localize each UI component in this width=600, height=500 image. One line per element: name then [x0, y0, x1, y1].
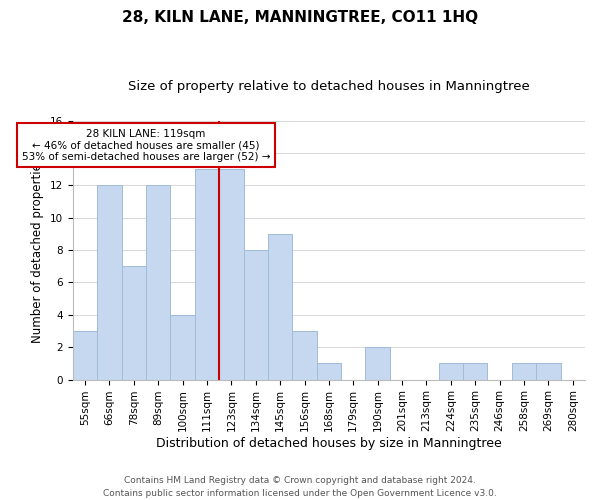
Bar — [122, 266, 146, 380]
Text: Contains HM Land Registry data © Crown copyright and database right 2024.
Contai: Contains HM Land Registry data © Crown c… — [103, 476, 497, 498]
Title: Size of property relative to detached houses in Manningtree: Size of property relative to detached ho… — [128, 80, 530, 93]
Bar — [536, 364, 560, 380]
Y-axis label: Number of detached properties: Number of detached properties — [31, 157, 44, 343]
X-axis label: Distribution of detached houses by size in Manningtree: Distribution of detached houses by size … — [156, 437, 502, 450]
Bar — [317, 364, 341, 380]
Bar — [195, 169, 219, 380]
Bar — [170, 315, 195, 380]
Text: 28 KILN LANE: 119sqm
← 46% of detached houses are smaller (45)
53% of semi-detac: 28 KILN LANE: 119sqm ← 46% of detached h… — [22, 128, 270, 162]
Bar — [219, 169, 244, 380]
Bar — [463, 364, 487, 380]
Bar — [73, 331, 97, 380]
Bar — [292, 331, 317, 380]
Bar — [268, 234, 292, 380]
Bar — [439, 364, 463, 380]
Text: 28, KILN LANE, MANNINGTREE, CO11 1HQ: 28, KILN LANE, MANNINGTREE, CO11 1HQ — [122, 10, 478, 25]
Bar — [97, 186, 122, 380]
Bar — [146, 186, 170, 380]
Bar — [244, 250, 268, 380]
Bar — [365, 347, 390, 380]
Bar — [512, 364, 536, 380]
